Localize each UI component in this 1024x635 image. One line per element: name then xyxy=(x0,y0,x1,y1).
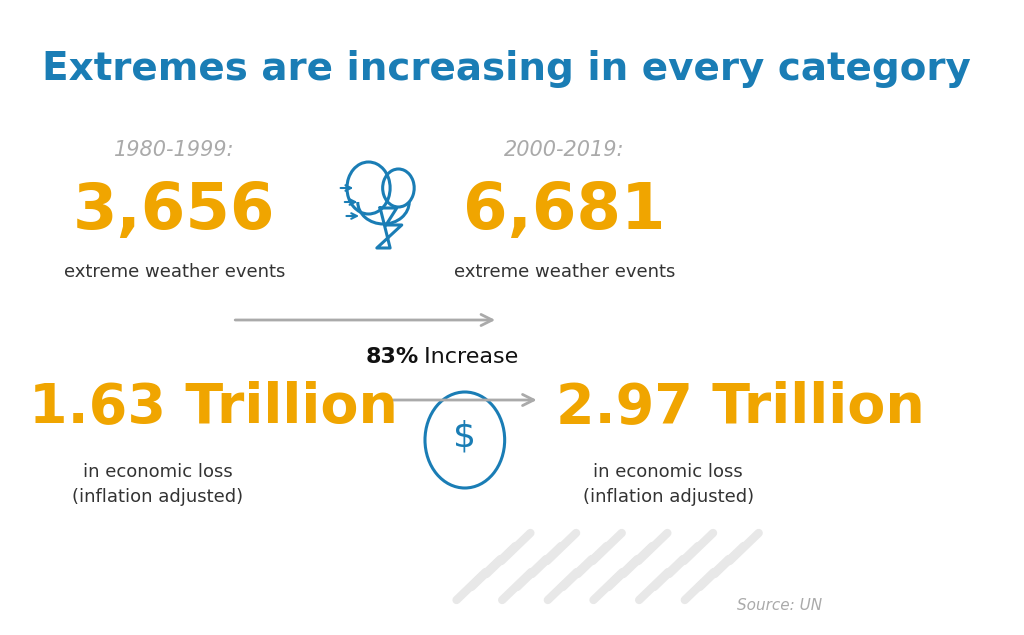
Text: $: $ xyxy=(454,419,476,453)
Text: 1980-1999:: 1980-1999: xyxy=(114,140,234,160)
Text: in economic loss
(inflation adjusted): in economic loss (inflation adjusted) xyxy=(72,463,244,506)
Text: extreme weather events: extreme weather events xyxy=(63,263,285,281)
Text: Extremes are increasing in every category: Extremes are increasing in every categor… xyxy=(42,50,971,88)
Text: Source: UN: Source: UN xyxy=(736,598,821,613)
Text: 2.97 Trillion: 2.97 Trillion xyxy=(556,380,925,434)
Text: 6,681: 6,681 xyxy=(463,180,666,242)
Text: 3,656: 3,656 xyxy=(73,180,275,242)
Text: Increase: Increase xyxy=(417,347,518,367)
Text: 83%: 83% xyxy=(366,347,419,367)
Text: 2000-2019:: 2000-2019: xyxy=(504,140,625,160)
Text: in economic loss
(inflation adjusted): in economic loss (inflation adjusted) xyxy=(583,463,754,506)
Text: extreme weather events: extreme weather events xyxy=(454,263,675,281)
Text: 1.63 Trillion: 1.63 Trillion xyxy=(29,380,398,434)
